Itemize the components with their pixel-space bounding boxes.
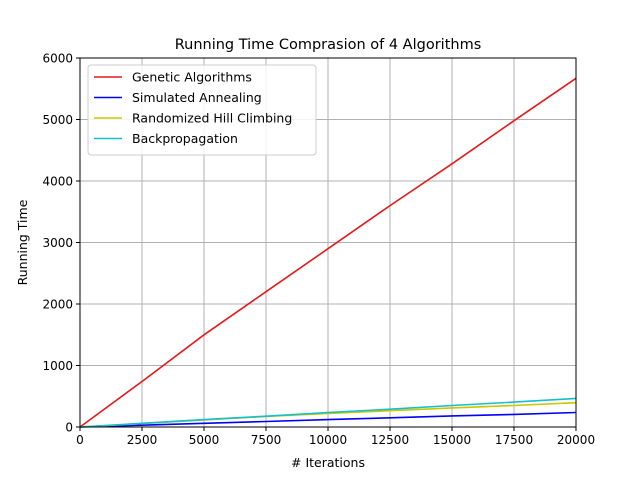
legend-label: Simulated Annealing: [132, 90, 262, 105]
x-tick-label: 17500: [495, 433, 533, 447]
x-axis-label: # Iterations: [291, 455, 365, 470]
y-tick-label: 0: [65, 421, 73, 435]
x-tick-label: 12500: [371, 433, 409, 447]
y-tick-label: 6000: [42, 52, 73, 66]
x-tick-label: 20000: [557, 433, 595, 447]
legend-label: Genetic Algorithms: [132, 70, 252, 85]
y-tick-label: 1000: [42, 359, 73, 373]
legend-label: Randomized Hill Climbing: [132, 111, 292, 126]
x-tick-label: 2500: [127, 433, 158, 447]
y-axis-label: Running Time: [15, 199, 30, 285]
axis-ticks: 0 2500 5000 7500 10000 12500 15000 17500 20000 0 1…: [42, 52, 595, 448]
series-lines: [79, 77, 577, 428]
legend-label: Backpropagation: [132, 131, 238, 146]
y-tick-label: 3000: [42, 236, 73, 250]
x-tick-label: 0: [76, 433, 84, 447]
x-tick-label: 15000: [433, 433, 471, 447]
chart-title: Running Time Comprasion of 4 Algorithms: [175, 37, 482, 53]
x-tick-label: 10000: [309, 433, 347, 447]
y-tick-label: 5000: [42, 113, 73, 127]
series-line-2: [79, 411, 577, 428]
legend: Genetic Algorithms Simulated Annealing Ran…: [87, 64, 317, 156]
series-line-4: [79, 397, 577, 428]
x-tick-label: 7500: [251, 433, 282, 447]
y-tick-label: 2000: [42, 298, 73, 312]
y-tick-label: 4000: [42, 175, 73, 189]
x-tick-label: 5000: [189, 433, 220, 447]
legend-box: [87, 64, 317, 156]
series-line-1: [79, 77, 577, 428]
